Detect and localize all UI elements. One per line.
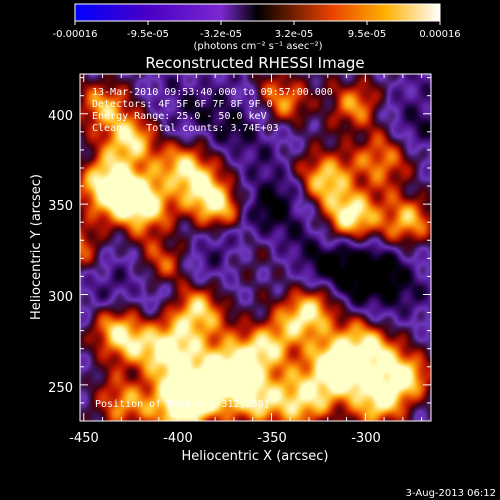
x-tick-label: -450 (69, 431, 99, 446)
colorbar-tick-label: 9.5e-05 (348, 29, 386, 40)
y-tick-label: 300 (48, 290, 73, 305)
colorbar-ticks (74, 21, 441, 25)
observation-time: 13-Mar-2010 09:53:40.000 to 09:57:00.000 (92, 87, 333, 98)
x-tick-label: -300 (351, 431, 381, 446)
energy-range-info: Energy Range: 25.0 - 50.0 keV (92, 111, 267, 122)
colorbar-tick-label: -9.5e-05 (127, 29, 169, 40)
colorbar-tick-label: 0.00016 (419, 29, 460, 40)
plot-frame (79, 73, 432, 422)
y-tick-label: 250 (48, 381, 73, 396)
colorbar-units: (photons cm⁻² s⁻¹ asec⁻²) (193, 41, 322, 52)
chart-title: Reconstructed RHESSI Image (145, 54, 364, 72)
y-axis-label: Heliocentric Y (arcsec) (29, 174, 44, 320)
colorbar-tick-label: -0.00016 (53, 29, 98, 40)
x-tick-label: -350 (257, 431, 287, 446)
colorbar-tick-label: 3.2e-05 (275, 29, 313, 40)
y-tick-label: 400 (48, 109, 73, 124)
peak-position-label: Position of Peak = [-312,258] (95, 399, 270, 410)
colorbar (74, 3, 441, 22)
heatmap-image (80, 74, 431, 421)
x-tick-label: -400 (163, 431, 193, 446)
y-tick-label: 350 (48, 199, 73, 214)
footer-date: 3-Aug-2013 06:12 (406, 488, 496, 499)
colorbar-tick-label: -3.2e-05 (200, 29, 242, 40)
clean-counts-info: Clean Total counts: 3.74E+03 (92, 123, 279, 134)
axis-ticks (80, 74, 431, 421)
x-axis-label: Heliocentric X (arcsec) (182, 449, 329, 464)
detectors-info: Detectors: 4F 5F 6F 7F 8F 9F 0 (92, 99, 273, 110)
